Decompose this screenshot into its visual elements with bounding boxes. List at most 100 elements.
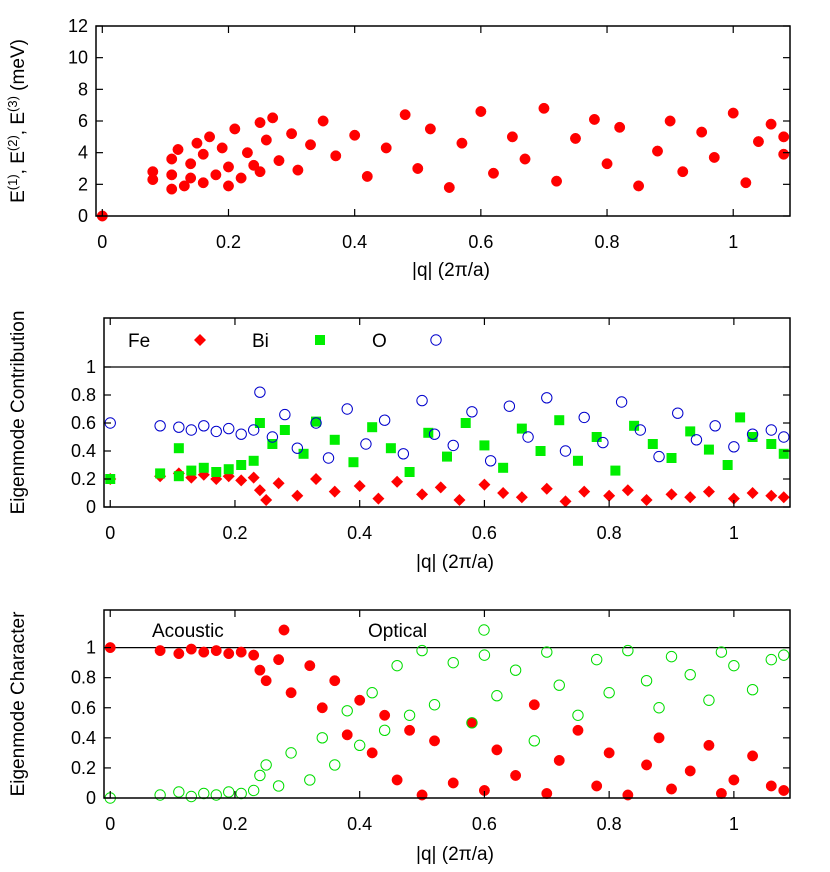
data-point	[223, 648, 235, 660]
data-point	[622, 644, 634, 657]
data-point	[460, 418, 471, 428]
data-point	[765, 653, 777, 666]
x-tick-label: 0.2	[222, 814, 247, 834]
y-tick-label: 0	[86, 497, 96, 517]
data-point	[610, 465, 621, 476]
data-point	[666, 453, 677, 463]
data-point	[597, 436, 609, 449]
data-point	[443, 182, 455, 193]
data-point	[509, 664, 522, 676]
data-point	[391, 774, 403, 786]
data-point	[590, 653, 603, 666]
y-tick-label: 0.4	[71, 441, 96, 461]
data-point	[185, 643, 197, 655]
y-tick-label: 10	[68, 48, 88, 68]
data-point	[154, 420, 166, 432]
data-point	[690, 434, 703, 446]
data-point	[684, 765, 696, 777]
data-point	[633, 180, 645, 192]
data-point	[236, 460, 247, 470]
data-point	[672, 407, 684, 419]
data-point	[304, 774, 316, 786]
series-optical	[104, 644, 790, 804]
data-point	[475, 106, 487, 117]
x-tick-label: 0.8	[597, 523, 622, 543]
data-point	[727, 492, 740, 505]
data-point	[317, 115, 329, 127]
x-tick-label: 0.8	[595, 232, 620, 252]
data-point	[653, 450, 665, 463]
data-point	[778, 131, 790, 143]
y-tick-label: 0.2	[71, 758, 96, 778]
data-point	[522, 431, 534, 443]
data-point	[223, 161, 234, 173]
data-point	[304, 660, 316, 672]
data-point	[247, 424, 260, 436]
data-point	[154, 645, 166, 657]
data-point	[578, 411, 590, 424]
data-point	[753, 136, 764, 148]
data-point	[273, 654, 285, 666]
data-point	[572, 455, 583, 466]
data-point	[247, 784, 260, 797]
data-point	[285, 687, 297, 699]
data-point	[361, 170, 373, 182]
data-point	[728, 441, 740, 453]
y-tick-label: 0	[86, 788, 96, 808]
data-point	[248, 649, 260, 661]
data-point	[223, 180, 234, 192]
data-point	[634, 424, 647, 436]
data-point	[629, 420, 640, 431]
data-point	[540, 482, 553, 495]
y-axis-label: E(1), E(2), E(3) (meV)	[5, 39, 30, 203]
y-tick-label: 12	[68, 16, 88, 36]
data-point	[298, 448, 309, 459]
data-point	[553, 754, 565, 766]
data-point	[198, 420, 210, 432]
data-point	[397, 448, 410, 460]
data-point	[578, 485, 591, 498]
data-point	[329, 759, 341, 771]
x-axis-label: |q| (2π/a)	[416, 844, 494, 865]
data-point	[292, 164, 304, 176]
data-point	[478, 649, 491, 661]
x-tick-label: 0.2	[222, 523, 247, 543]
data-point	[777, 491, 790, 504]
data-point	[254, 386, 266, 398]
data-point	[185, 424, 198, 436]
data-point	[747, 432, 758, 442]
data-point	[765, 489, 778, 502]
data-point	[416, 488, 429, 501]
data-point	[154, 789, 166, 801]
data-point	[279, 408, 291, 421]
data-point	[647, 439, 658, 449]
y-tick-label: 1	[86, 357, 96, 377]
data-point	[715, 788, 727, 799]
data-point	[360, 438, 372, 450]
data-point	[223, 464, 234, 475]
x-tick-label: 0	[105, 523, 115, 543]
data-point	[267, 439, 278, 449]
data-point	[553, 679, 565, 691]
data-point	[666, 783, 677, 795]
data-point	[229, 123, 241, 135]
data-point	[722, 460, 733, 470]
data-point	[778, 431, 790, 443]
data-point	[541, 788, 553, 799]
data-point	[447, 777, 459, 789]
data-point	[254, 117, 266, 129]
data-point	[166, 169, 178, 181]
data-point	[491, 744, 503, 756]
data-point	[696, 126, 708, 138]
data-point	[506, 131, 518, 143]
data-point	[266, 431, 279, 443]
data-point	[310, 417, 322, 429]
data-point	[416, 394, 428, 407]
data-point	[166, 183, 178, 195]
y-axis-label: Eigenmode Character	[8, 611, 29, 796]
data-point	[286, 128, 298, 140]
y-tick-label: 0.4	[71, 728, 96, 748]
x-axis-label: |q| (2π/a)	[416, 552, 494, 573]
